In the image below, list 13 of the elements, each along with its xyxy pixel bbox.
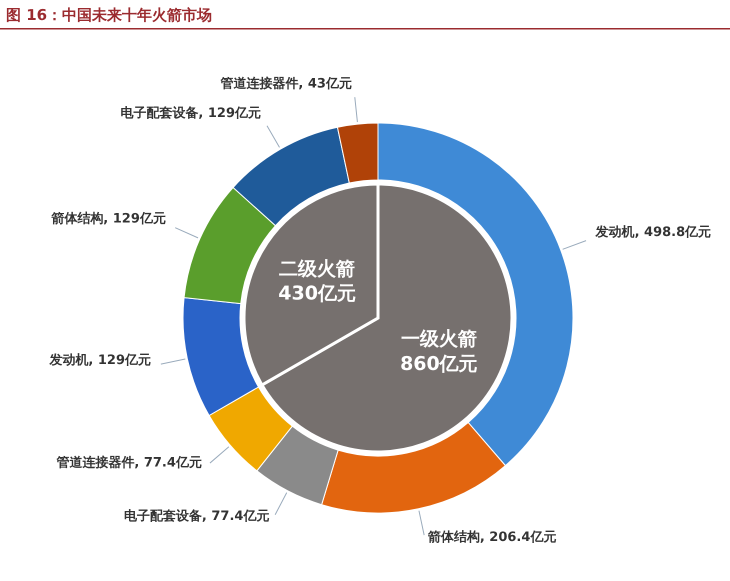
data-label: 860亿元: [400, 352, 478, 375]
slice-label: 管道连接器件, 77.4亿元: [55, 454, 202, 470]
slice-label: 发动机, 498.8亿元: [594, 224, 712, 240]
slice-label: 一级火箭: [400, 328, 477, 350]
data-label: 430亿元: [278, 282, 356, 305]
slice-label: 发动机, 129亿元: [48, 352, 152, 368]
slice-label: 管道连接器件, 43亿元: [219, 75, 352, 92]
slice-label: 二级火箭: [279, 258, 356, 280]
slice-label: 电子配套设备, 129亿元: [120, 106, 261, 121]
slice-label: 电子配套设备, 77.4亿元: [124, 508, 270, 524]
slice-label: 箭体结构, 129亿元: [50, 211, 166, 226]
slice-label: 箭体结构, 206.4亿元: [426, 530, 556, 545]
text: 图 16：中国未来十年火箭市场: [6, 6, 212, 24]
